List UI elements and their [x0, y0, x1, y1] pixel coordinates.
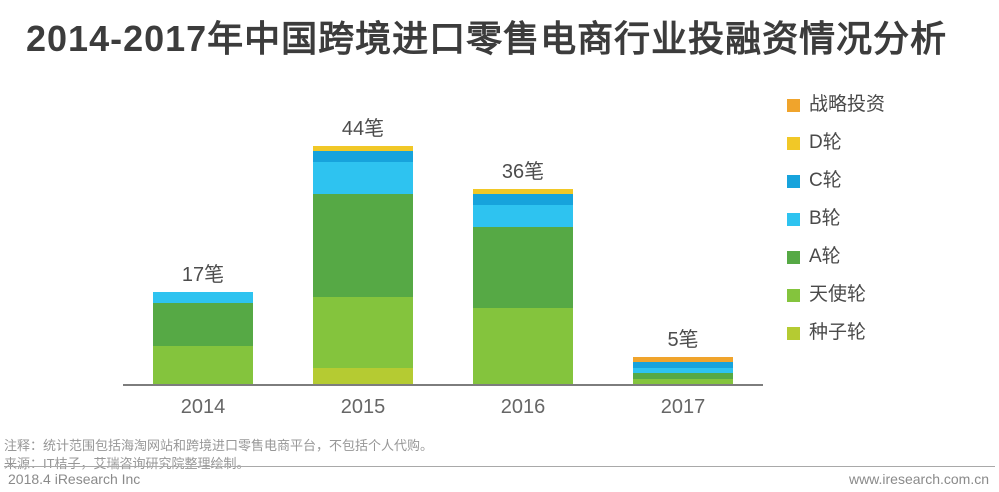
- legend-label-round-d: D轮: [809, 132, 842, 153]
- footer-brand-date: 2018.4 iResearch Inc: [8, 471, 141, 487]
- bar-segment-A轮: [473, 226, 573, 309]
- legend-label-round-b: B轮: [809, 208, 841, 229]
- legend-item-strategic: 战略投资: [787, 95, 885, 115]
- legend-item-round-b: B轮: [787, 209, 885, 229]
- chart-title: 2014-2017年中国跨境进口零售电商行业投融资情况分析: [26, 18, 948, 59]
- bar-segment-B轮: [313, 161, 413, 195]
- legend-item-round-a: A轮: [787, 247, 885, 267]
- bar-segment-A轮: [633, 373, 733, 379]
- bar-2014: [153, 291, 253, 384]
- bar-segment-C轮: [313, 150, 413, 162]
- note-line-1: 注释：统计范围包括海淘网站和跨境进口零售电商平台，不包括个人代购。: [4, 438, 434, 453]
- note-line-2: 来源：IT桔子，艾瑞咨询研究院整理绘制。: [4, 456, 250, 471]
- footer-website-url: www.iresearch.com.cn: [848, 471, 989, 487]
- legend-label-angel: 天使轮: [809, 284, 867, 305]
- legend-swatch-angel: [787, 288, 800, 302]
- bar-count-label-2017: 5笔: [667, 328, 699, 351]
- x-axis-label-2016: 2016: [500, 396, 546, 418]
- bar-segment-种子轮: [313, 367, 413, 384]
- bar-segment-天使轮: [473, 308, 573, 384]
- bar-segment-D轮: [313, 145, 413, 151]
- bar-segment-A轮: [153, 302, 253, 347]
- legend-item-round-c: C轮: [787, 171, 885, 191]
- bar-segment-B轮: [153, 291, 253, 303]
- bar-segment-D轮: [473, 188, 573, 195]
- bar-segment-B轮: [473, 205, 573, 227]
- bar-count-label-2015: 44笔: [341, 117, 385, 140]
- x-axis-label-2015: 2015: [340, 396, 386, 418]
- bar-segment-C轮: [633, 362, 733, 368]
- legend-item-round-d: D轮: [787, 133, 885, 153]
- x-axis-label-2014: 2014: [180, 396, 226, 418]
- legend-label-strategic: 战略投资: [809, 94, 886, 115]
- legend-item-seed: 种子轮: [787, 323, 885, 343]
- x-axis-line: [123, 384, 763, 386]
- bar-segment-天使轮: [313, 297, 413, 368]
- bar-segment-战略投资: [633, 356, 733, 363]
- legend: 战略投资 D轮 C轮 B轮 A轮 天使轮 种子轮: [787, 95, 885, 361]
- bar-segment-天使轮: [153, 346, 253, 384]
- legend-swatch-seed: [787, 326, 800, 340]
- footer-rule: [4, 466, 995, 467]
- legend-swatch-round-d: [787, 136, 800, 150]
- x-axis-label-2017: 2017: [660, 396, 706, 418]
- legend-swatch-strategic: [787, 98, 800, 112]
- bar-2016: [473, 188, 573, 384]
- legend-label-round-c: C轮: [809, 170, 842, 191]
- legend-swatch-round-c: [787, 174, 800, 188]
- bar-segment-C轮: [473, 194, 573, 206]
- legend-label-round-a: A轮: [809, 246, 841, 267]
- legend-label-seed: 种子轮: [809, 322, 867, 343]
- bar-count-label-2016: 36笔: [501, 160, 545, 183]
- bar-segment-天使轮: [633, 378, 733, 384]
- bar-count-label-2014: 17笔: [181, 263, 225, 286]
- bar-2017: [633, 356, 733, 384]
- legend-item-angel: 天使轮: [787, 285, 885, 305]
- legend-swatch-round-b: [787, 212, 800, 226]
- bar-2015: [313, 145, 413, 384]
- bar-segment-B轮: [633, 367, 733, 374]
- bar-segment-A轮: [313, 194, 413, 298]
- legend-swatch-round-a: [787, 250, 800, 264]
